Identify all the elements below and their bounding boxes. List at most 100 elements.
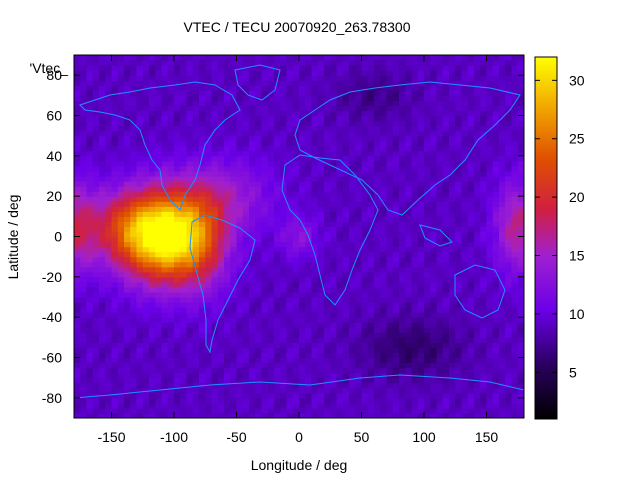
heatmap-cell xyxy=(411,90,419,96)
heatmap-cell xyxy=(492,100,500,107)
heatmap-cell xyxy=(255,135,263,142)
heatmap-cell xyxy=(486,75,494,81)
heatmap-cell xyxy=(292,372,300,379)
heatmap-cell xyxy=(499,372,506,379)
heatmap-cell xyxy=(399,120,406,127)
heatmap-cell xyxy=(467,221,475,228)
heatmap-cell xyxy=(424,231,431,238)
heatmap-cell xyxy=(424,70,431,76)
heatmap-cell xyxy=(117,186,125,192)
heatmap-cell xyxy=(124,201,131,207)
heatmap-cell xyxy=(355,332,363,338)
heatmap-cell xyxy=(367,367,375,374)
heatmap-cell xyxy=(242,342,250,349)
heatmap-cell xyxy=(124,206,131,212)
heatmap-cell xyxy=(430,367,438,374)
heatmap-cell xyxy=(405,312,413,318)
heatmap-cell xyxy=(392,297,400,303)
heatmap-cell xyxy=(499,307,506,313)
heatmap-cell xyxy=(467,342,475,349)
heatmap-cell xyxy=(236,246,244,253)
heatmap-cell xyxy=(186,110,194,117)
heatmap-cell xyxy=(449,176,456,182)
heatmap-cell xyxy=(392,90,400,96)
heatmap-cell xyxy=(286,241,294,248)
heatmap-cell xyxy=(480,332,488,338)
heatmap-cell xyxy=(142,347,150,354)
heatmap-cell xyxy=(130,266,138,273)
heatmap-cell xyxy=(386,392,394,399)
heatmap-cell xyxy=(230,312,238,318)
heatmap-cell xyxy=(161,95,169,101)
heatmap-cell xyxy=(167,105,175,112)
heatmap-cell xyxy=(311,362,319,369)
heatmap-cell xyxy=(299,191,306,197)
heatmap-cell xyxy=(192,70,200,76)
heatmap-cell xyxy=(349,70,356,76)
heatmap-cell xyxy=(467,251,475,258)
heatmap-cell xyxy=(267,387,275,394)
heatmap-cell xyxy=(211,125,219,132)
heatmap-cell xyxy=(255,342,263,349)
heatmap-cell xyxy=(411,135,419,142)
heatmap-cell xyxy=(424,75,431,81)
heatmap-cell xyxy=(142,322,150,328)
heatmap-cell xyxy=(255,276,263,283)
heatmap-cell xyxy=(317,261,325,268)
heatmap-cell xyxy=(436,332,444,338)
heatmap-cell xyxy=(205,387,213,394)
heatmap-cell xyxy=(180,55,188,61)
heatmap-cell xyxy=(499,347,506,354)
heatmap-cell xyxy=(374,226,381,233)
heatmap-cell xyxy=(380,231,388,238)
heatmap-cell xyxy=(455,196,463,202)
heatmap-cell xyxy=(336,65,344,71)
heatmap-cell xyxy=(461,85,469,91)
heatmap-cell xyxy=(305,196,313,202)
heatmap-cell xyxy=(305,160,313,167)
heatmap-cell xyxy=(267,60,275,66)
heatmap-cell xyxy=(405,382,413,389)
heatmap-cell xyxy=(224,105,231,112)
heatmap-cell xyxy=(424,150,431,157)
heatmap-cell xyxy=(155,286,163,293)
heatmap-cell xyxy=(255,155,263,162)
heatmap-cell xyxy=(499,317,506,323)
heatmap-cell xyxy=(86,231,94,238)
heatmap-cell xyxy=(124,236,131,243)
heatmap-cell xyxy=(336,236,344,243)
heatmap-cell xyxy=(505,337,513,343)
heatmap-cell xyxy=(349,372,356,379)
heatmap-cell xyxy=(174,367,181,374)
heatmap-cell xyxy=(124,80,131,86)
heatmap-cell xyxy=(224,407,231,414)
heatmap-cell xyxy=(86,135,94,142)
heatmap-cell xyxy=(136,402,144,409)
heatmap-cell xyxy=(136,276,144,283)
heatmap-cell xyxy=(455,181,463,187)
heatmap-cell xyxy=(380,226,388,233)
heatmap-cell xyxy=(167,60,175,66)
heatmap-cell xyxy=(399,307,406,313)
heatmap-cell xyxy=(392,191,400,197)
heatmap-cell xyxy=(436,186,444,192)
heatmap-cell xyxy=(399,266,406,273)
heatmap-cell xyxy=(161,236,169,243)
heatmap-cell xyxy=(174,236,181,243)
heatmap-cell xyxy=(486,297,494,303)
heatmap-cell xyxy=(230,276,238,283)
heatmap-cell xyxy=(336,55,344,61)
heatmap-cell xyxy=(199,145,206,152)
heatmap-cell xyxy=(99,60,106,66)
heatmap-cell xyxy=(155,231,163,238)
heatmap-cell xyxy=(255,165,263,172)
heatmap-cell xyxy=(324,362,331,369)
heatmap-cell xyxy=(274,382,281,389)
heatmap-cell xyxy=(467,276,475,283)
heatmap-cell xyxy=(99,317,106,323)
heatmap-cell xyxy=(174,221,181,228)
heatmap-cell xyxy=(486,372,494,379)
heatmap-cell xyxy=(336,327,344,333)
heatmap-cell xyxy=(255,80,263,86)
heatmap-cell xyxy=(117,75,125,81)
